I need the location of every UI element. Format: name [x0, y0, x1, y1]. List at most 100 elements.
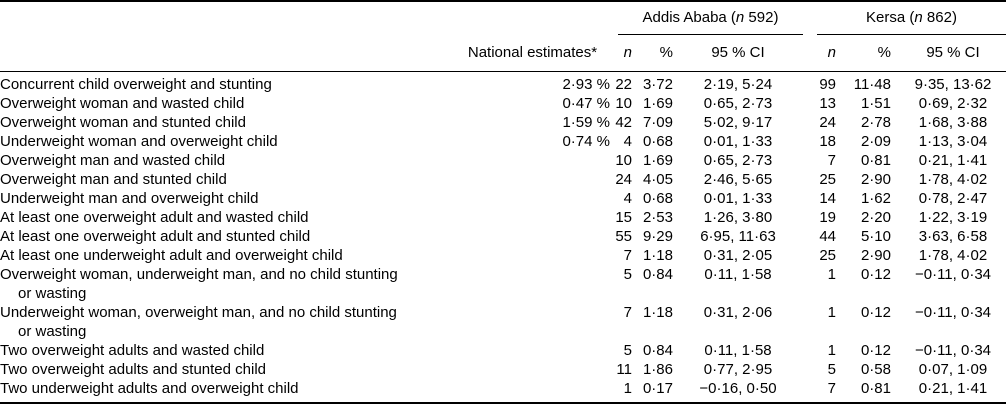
cell-national-estimate	[455, 170, 610, 189]
cell-national-estimate	[455, 208, 610, 227]
column-header-addis-percent: %	[632, 35, 673, 72]
column-header-kersa-n: n	[803, 35, 836, 72]
cell-addis-percent: 0·84	[642, 342, 673, 359]
cell-addis-n: 5	[623, 342, 632, 359]
cell-kersa-ci: 0·21, 1·41	[918, 380, 988, 397]
cell-addis-percent: 4·05	[642, 171, 673, 188]
group-label-text: 592)	[744, 9, 779, 26]
cell-kersa-n: 99	[819, 76, 836, 93]
cell-kersa-percent: 2·90	[860, 171, 891, 188]
row-label-line1: At least one underweight adult and overw…	[0, 247, 343, 264]
cell-addis-n: 15	[615, 209, 632, 226]
cell-kersa-ci: 1·68, 3·88	[918, 114, 988, 131]
row-label: Two overweight adults and stunted child	[0, 360, 455, 379]
cell-kersa-percent: 2·78	[860, 114, 891, 131]
row-label-line2: or wasting	[18, 285, 87, 302]
cell-addis-n: 7	[623, 247, 632, 264]
cell-kersa-percent: 0·81	[860, 380, 891, 397]
cell-kersa-n: 1	[827, 266, 836, 283]
cell-kersa-percent: 0·81	[860, 152, 891, 169]
column-header-kersa-percent: %	[836, 35, 891, 72]
cell-addis-percent: 9·29	[642, 228, 673, 245]
cell-kersa-ci: 0·07, 1·09	[918, 361, 988, 378]
group-header-spacer	[0, 1, 610, 35]
row-label-line2: or wasting	[18, 323, 87, 340]
cell-kersa-percent: 0·12	[860, 342, 891, 359]
cell-kersa-n: 14	[819, 190, 836, 207]
cell-addis-percent: 0·17	[642, 380, 673, 397]
cell-national-estimate	[455, 246, 610, 265]
row-label: Overweight man and stunted child	[0, 170, 455, 189]
cell-kersa-ci: 1·22, 3·19	[918, 209, 988, 226]
cell-kersa-n: 19	[819, 209, 836, 226]
group-label-kersa: Kersa (n 862)	[817, 8, 1006, 35]
table-row: Two overweight adults and wasted child 5…	[0, 341, 1006, 360]
row-label-line1: Overweight man and wasted child	[0, 152, 226, 169]
cell-national-estimate: 2·93 %	[562, 76, 610, 93]
cell-addis-ci: 0·01, 1·33	[703, 190, 773, 207]
cell-addis-ci: 0·11, 1·58	[704, 342, 772, 359]
row-label-line1: Overweight man and stunted child	[0, 171, 227, 188]
cell-addis-n: 7	[623, 304, 632, 321]
cell-addis-ci: 0·31, 2·06	[703, 304, 773, 321]
row-label-line1: Overweight woman and wasted child	[0, 95, 245, 112]
cell-addis-percent: 2·53	[642, 209, 673, 226]
row-label-line1: Overweight woman, underweight man, and n…	[0, 266, 398, 283]
cell-addis-ci: 0·77, 2·95	[703, 361, 773, 378]
cell-addis-n: 11	[616, 361, 632, 378]
cell-national-estimate: 0·74 %	[562, 133, 610, 150]
cell-kersa-n: 24	[819, 114, 836, 131]
cell-addis-percent: 0·84	[642, 266, 673, 283]
cell-kersa-percent: 1·62	[860, 190, 891, 207]
table-row: Two underweight adults and overweight ch…	[0, 379, 1006, 403]
cell-kersa-n: 1	[827, 304, 836, 321]
table-row: Overweight man and wasted child 10 1·69 …	[0, 151, 1006, 170]
column-header-rowlabel	[0, 35, 455, 72]
cell-addis-n: 55	[615, 228, 632, 245]
row-label-line1: At least one overweight adult and stunte…	[0, 228, 311, 245]
cell-addis-percent: 1·86	[642, 361, 673, 378]
table-row: Underweight woman, overweight man, and n…	[0, 303, 1006, 341]
cell-addis-percent: 1·18	[642, 247, 673, 264]
cell-national-estimate	[455, 227, 610, 246]
cell-kersa-percent: 0·58	[860, 361, 891, 378]
column-header-kersa-ci: 95 % CI	[891, 35, 1006, 72]
row-label-line1: At least one overweight adult and wasted…	[0, 209, 309, 226]
cell-addis-ci: 2·19, 5·24	[703, 76, 773, 93]
n-symbol: n	[914, 9, 923, 26]
cell-addis-percent: 0·68	[642, 190, 673, 207]
cell-addis-ci: 2·46, 5·65	[703, 171, 773, 188]
table-row: Overweight woman, underweight man, and n…	[0, 265, 1006, 303]
cell-kersa-ci: 0·78, 2·47	[918, 190, 988, 207]
cell-kersa-ci: 0·21, 1·41	[918, 152, 988, 169]
cell-national-estimate: 0·47 %	[562, 95, 610, 112]
cell-kersa-percent: 1·51	[860, 95, 891, 112]
row-label-line1: Underweight woman, overweight man, and n…	[0, 304, 397, 321]
n-symbol: n	[735, 9, 745, 26]
cell-addis-n: 42	[615, 114, 632, 131]
row-label: Overweight man and wasted child	[0, 151, 455, 170]
table-row: At least one overweight adult and wasted…	[0, 208, 1006, 227]
cell-kersa-percent: 2·09	[860, 133, 891, 150]
cell-kersa-n: 25	[819, 171, 836, 188]
row-label: At least one overweight adult and stunte…	[0, 227, 455, 246]
cell-addis-n: 1	[623, 380, 632, 397]
row-label-line1: Overweight woman and stunted child	[0, 114, 246, 131]
row-label-line1: Underweight woman and overweight child	[0, 133, 278, 150]
column-header-row: National estimates* n % 95 % CI n % 95 %…	[0, 35, 1006, 72]
cell-kersa-n: 25	[819, 247, 836, 264]
cell-addis-n: 24	[615, 171, 632, 188]
cell-kersa-ci: −0·11, 0·34	[914, 342, 992, 359]
cell-addis-ci: 6·95, 11·63	[700, 228, 776, 245]
row-label: Overweight woman and stunted child	[0, 113, 455, 132]
cell-kersa-n: 7	[827, 152, 836, 169]
cell-addis-n: 10	[615, 152, 632, 169]
row-label: Underweight woman, overweight man, and n…	[0, 303, 455, 341]
table-row: Overweight woman and stunted child 1·59 …	[0, 113, 1006, 132]
cell-addis-n: 5	[623, 266, 632, 283]
cell-kersa-n: 44	[819, 228, 836, 245]
cell-national-estimate	[455, 379, 610, 403]
row-label: At least one underweight adult and overw…	[0, 246, 455, 265]
